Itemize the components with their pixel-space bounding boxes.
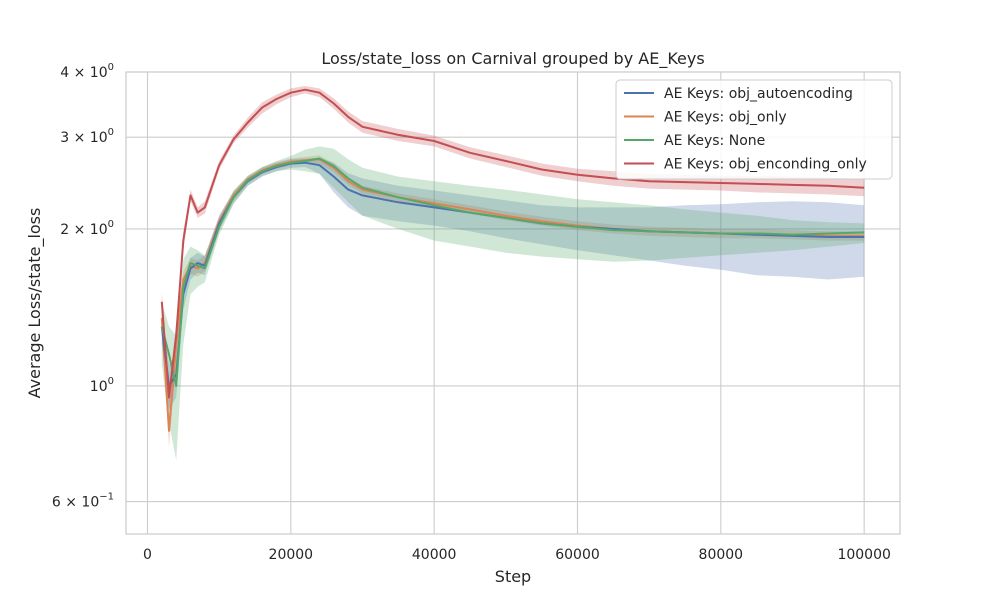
confidence-band: [161, 155, 865, 449]
x-tick-label: 20000: [269, 547, 314, 563]
series-line: [160, 157, 865, 387]
x-axis-label: Step: [495, 567, 531, 586]
legend: AE Keys: obj_autoencoding AE Keys: obj_on…: [615, 79, 893, 180]
y-tick-label: 6 × 10−1: [52, 492, 114, 511]
x-tick-label: 80000: [699, 547, 744, 563]
series-lines: [160, 88, 865, 432]
x-tick-label: 40000: [412, 547, 457, 563]
legend-box: [615, 79, 893, 180]
chart-title: Loss/state_loss on Carnival grouped by A…: [321, 49, 704, 69]
y-tick-label: 2 × 100: [60, 219, 114, 238]
confidence-bands: [161, 86, 865, 461]
x-tick-label: 100000: [837, 547, 890, 563]
legend-entry: AE Keys: obj_enconding_only: [664, 157, 867, 173]
x-tick-label: 0: [143, 547, 152, 563]
legend-entry: AE Keys: None: [664, 133, 765, 149]
legend-entry: AE Keys: obj_autoencoding: [664, 86, 853, 102]
x-tick-label: 60000: [555, 547, 600, 563]
plot-frame: [125, 71, 901, 535]
y-tick-label: 4 × 100: [60, 62, 114, 81]
y-axis-label: Average Loss/state_loss: [25, 208, 45, 399]
x-axis-ticks: 0 20000 40000 60000 80000 100000: [143, 547, 891, 563]
confidence-band: [161, 146, 865, 461]
confidence-band: [161, 157, 865, 410]
series-line: [160, 88, 865, 399]
y-tick-label: 3 × 100: [60, 127, 114, 146]
y-tick-label: 100: [90, 376, 114, 395]
legend-entry: AE Keys: obj_only: [664, 110, 787, 126]
y-axis-ticks: 4 × 100 3 × 100 2 × 100 100 6 × 10−1: [52, 62, 114, 511]
